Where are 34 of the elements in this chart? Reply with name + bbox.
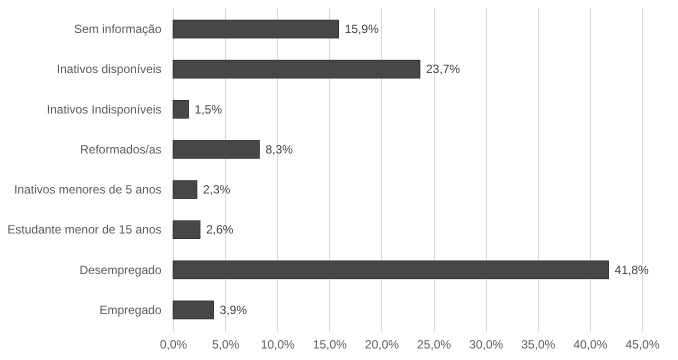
x-tick-label: 40,0% — [573, 338, 608, 352]
y-tick-label: Empregado — [99, 302, 162, 317]
y-tick-label: Inativos menores de 5 anos — [14, 182, 162, 197]
data-label: 1,5% — [194, 102, 222, 116]
x-tick-label: 15,0% — [312, 338, 348, 352]
x-tick-label: 10,0% — [260, 338, 296, 352]
bar — [172, 100, 189, 119]
bar — [172, 300, 214, 320]
data-label: 3,9% — [220, 302, 248, 317]
data-label: 2,6% — [206, 222, 234, 237]
x-tick-label: 20,0% — [364, 338, 400, 352]
x-tick-label: 5,0% — [212, 338, 240, 352]
x-tick-label: 0,0% — [160, 338, 188, 352]
bar — [172, 220, 200, 240]
x-tick-label: 45,0% — [625, 338, 660, 352]
data-label: 2,3% — [202, 182, 231, 197]
y-tick-label: Desempregado — [79, 262, 162, 277]
x-tick-label: 30,0% — [469, 338, 504, 352]
data-label: 23,7% — [426, 62, 460, 76]
y-tick-label: Reformados/as — [80, 142, 162, 156]
y-tick-label: Estudante menor de 15 anos — [7, 222, 162, 237]
bar — [172, 180, 198, 199]
data-label: 15,9% — [344, 22, 380, 36]
x-tick-label: 35,0% — [521, 338, 556, 352]
y-tick-label: Sem informação — [74, 22, 162, 36]
bar — [172, 60, 420, 79]
x-tick-label: 25,0% — [417, 338, 452, 352]
bar — [172, 260, 609, 280]
bar — [172, 20, 340, 38]
data-label: 8,3% — [266, 142, 294, 156]
y-tick-label: Inativos Indisponíveis — [46, 102, 162, 116]
bar — [172, 140, 260, 159]
y-tick-label: Inativos disponíveis — [56, 62, 162, 76]
data-label: 41,8% — [614, 262, 650, 277]
